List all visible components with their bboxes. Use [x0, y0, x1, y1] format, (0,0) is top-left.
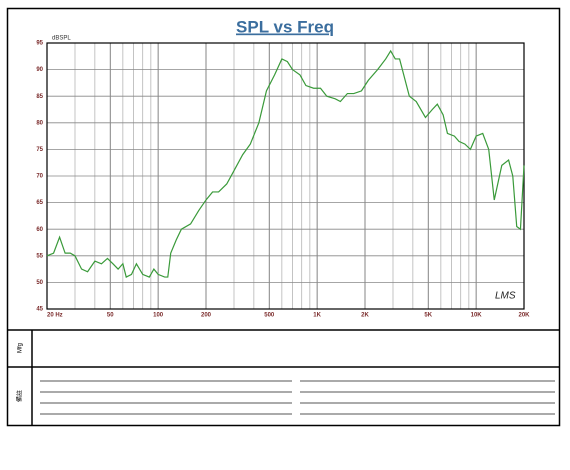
- frame: [6, 7, 561, 427]
- x-tick-label: 500: [264, 313, 275, 319]
- x-tick-label: 200: [201, 313, 212, 319]
- x-tick-label: 20 Hz: [47, 313, 63, 319]
- y-axis-label: dBSPL: [52, 36, 71, 42]
- x-tick-label: 50: [107, 313, 114, 319]
- watermark: LMS: [495, 291, 516, 302]
- y-tick-label: 85: [36, 94, 43, 100]
- y-tick-label: 80: [36, 120, 43, 126]
- x-tick-label: 2K: [361, 313, 369, 319]
- y-tick-label: 45: [36, 307, 43, 313]
- x-tick-label: 100: [153, 313, 164, 319]
- y-tick-label: 65: [36, 200, 43, 206]
- y-tick-label: 55: [36, 253, 43, 259]
- y-tick-label: 50: [36, 280, 43, 286]
- y-tick-label: 75: [36, 147, 43, 153]
- y-tick-label: 90: [36, 67, 43, 73]
- chart-title: SPL vs Freq: [236, 17, 334, 36]
- note-lines: [40, 380, 555, 415]
- x-tick-label: 1K: [313, 313, 321, 319]
- y-tick-label: 70: [36, 174, 43, 180]
- x-tick-label: 10K: [471, 313, 483, 319]
- y-tick-label: 60: [36, 227, 43, 233]
- mfg-label: Mfg: [18, 343, 24, 353]
- notes-label: 備註: [16, 390, 24, 402]
- y-tick-label: 95: [36, 41, 43, 47]
- data-line: [46, 49, 525, 278]
- x-tick-label: 5K: [424, 313, 432, 319]
- x-tick-label: 20K: [518, 313, 530, 319]
